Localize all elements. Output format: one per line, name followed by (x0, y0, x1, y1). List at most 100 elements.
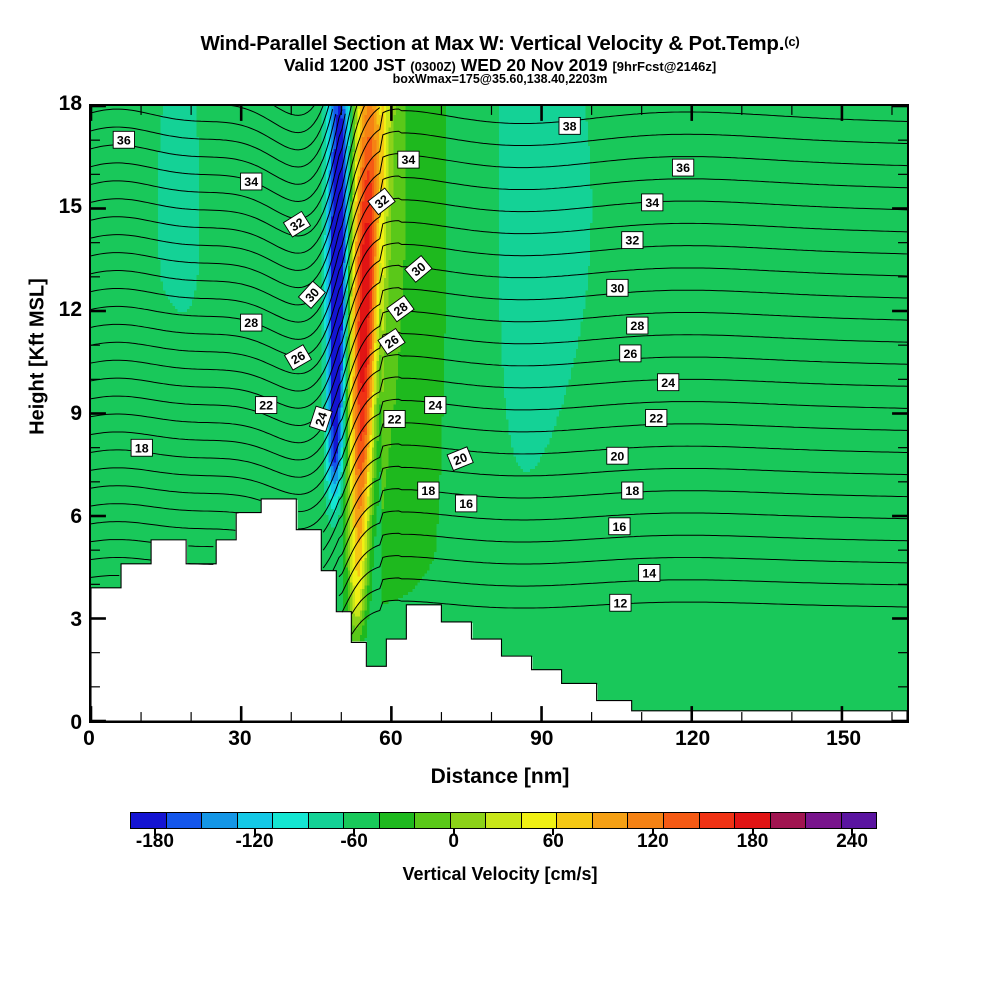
contour-label-text: 38 (563, 119, 577, 133)
colorbar-swatch (735, 813, 771, 828)
x-tick-label: 150 (826, 727, 862, 750)
contour-label: 32 (621, 231, 644, 250)
contour-label: 20 (446, 446, 474, 472)
colorbar-swatch (131, 813, 167, 828)
potential-temperature-contours (91, 106, 907, 635)
contour-label: 16 (455, 494, 478, 513)
colorbar-swatch (628, 813, 664, 828)
colorbar-title: Vertical Velocity [cm/s] (402, 864, 598, 884)
contour-label-layer: 36 34 32 30 28 26 22 24 18 34 32 30 28 26 24 22 20 18 16 38… (112, 116, 695, 612)
colorbar-swatch (202, 813, 238, 828)
contour-label: 18 (417, 481, 440, 500)
y-tick-label: 18 (58, 92, 82, 115)
contour-label: 24 (657, 373, 680, 392)
y-tick-label: 15 (58, 195, 82, 219)
contour-label-text: 36 (676, 161, 690, 175)
colorbar-swatch (379, 813, 416, 828)
x-axis-label: Distance [nm] (430, 765, 570, 788)
contour-label-text: 26 (382, 332, 401, 351)
contour-label-text: 20 (611, 449, 625, 463)
contour-label: 24 (308, 405, 333, 433)
contour-label-text: 24 (428, 399, 442, 413)
colorbar-swatch (592, 813, 629, 828)
copyright-mark: (c) (784, 34, 800, 49)
y-axis-ticks: 0 3 6 9 12 15 18 (30, 92, 82, 734)
contour-label: 24 (424, 396, 447, 414)
colorbar-swatch (237, 813, 274, 828)
colorbar-tick (153, 829, 156, 835)
colorbar-tick-label: 0 (448, 831, 459, 852)
contour-label-text: 22 (649, 412, 663, 426)
contour-label-text: 16 (612, 520, 626, 534)
contour-label-text: 24 (313, 410, 331, 428)
contour-label-text: 16 (459, 497, 473, 511)
contour-label: 14 (638, 564, 661, 582)
contour-label-text: 18 (625, 484, 639, 498)
y-tick-label: 0 (70, 711, 82, 734)
colorbar-tick-label: -60 (340, 831, 368, 852)
colorbar-swatch (486, 813, 522, 828)
contour-label: 22 (383, 410, 406, 428)
x-tick-label: 120 (675, 727, 711, 750)
contour-label: 34 (397, 150, 420, 169)
colorbar-swatch (450, 813, 487, 828)
y-axis-label: Height [Kft MSL] (26, 278, 49, 435)
contour-label: 22 (645, 409, 668, 427)
contour-label: 20 (606, 446, 629, 465)
axis-tick-marks (91, 106, 907, 721)
valid-date-text: WED 20 Nov 2019 (460, 54, 608, 75)
contour-label-text: 32 (288, 215, 307, 234)
colorbar-swatch (415, 813, 451, 828)
x-tick-label: 0 (83, 727, 95, 750)
colorbar-swatch (770, 813, 807, 828)
subtitle: Valid 1200 JST (0300Z) WED 20 Nov 2019 [… (0, 54, 1000, 75)
colorbar-tick-label: 180 (736, 831, 769, 852)
cross-section-plot: 36 34 32 30 28 26 22 24 18 34 32 30 28 26 24 22 20 18 16 38… (89, 104, 909, 723)
contour-label: 36 (672, 158, 695, 177)
contour-label: 38 (558, 116, 581, 135)
contour-label: 28 (240, 313, 263, 332)
contour-label-text: 12 (613, 596, 627, 610)
contour-label-text: 28 (630, 319, 644, 333)
contour-label: 26 (377, 327, 406, 356)
colorbar-swatch (344, 813, 380, 828)
colorbar-tick-label: -120 (235, 831, 274, 852)
colorbar-tick-label: 120 (637, 831, 669, 852)
x-tick-label: 30 (228, 727, 252, 750)
y-tick-label: 3 (70, 607, 82, 631)
vertical-velocity-fill (91, 106, 907, 713)
contour-label: 26 (619, 344, 642, 363)
contour-label-text: 18 (135, 441, 149, 455)
forecast-tag-text: [9hrFcst@2146z] (612, 58, 717, 74)
contour-label-text: 20 (451, 450, 469, 468)
contour-label-text: 34 (645, 196, 659, 210)
colorbar (130, 812, 877, 829)
x-tick-label: 90 (530, 727, 554, 750)
contour-label-text: 26 (623, 347, 637, 361)
cross-section-canvas: 36 34 32 30 28 26 22 24 18 34 32 30 28 26 24 22 20 18 16 38… (91, 106, 907, 721)
colorbar-tick-label: -180 (135, 831, 174, 852)
contour-label-text: 18 (421, 484, 435, 498)
colorbar-swatch (308, 813, 345, 828)
box-info-text: boxWmax=175@35.60,138.40,2203m (392, 71, 608, 86)
x-tick-label: 60 (379, 727, 403, 750)
contour-label: 22 (255, 396, 278, 414)
contour-label-text: 14 (642, 567, 656, 581)
contour-label: 34 (641, 193, 664, 212)
colorbar-swatch (806, 813, 842, 828)
contour-label-text: 30 (611, 281, 625, 295)
colorbar-tick (851, 829, 854, 835)
title-block: Wind-Parallel Section at Max W: Vertical… (0, 33, 1000, 85)
main-title-text: Wind-Parallel Section at Max W: Vertical… (200, 32, 785, 55)
contour-label: 36 (112, 130, 135, 149)
contour-label: 18 (621, 481, 644, 500)
colorbar-tick-label: 60 (542, 831, 564, 852)
contour-label: 30 (404, 255, 433, 283)
contour-label: 18 (130, 438, 153, 457)
x-axis-ticks: 0 30 60 90 120 150 (83, 727, 909, 761)
contour-label: 32 (367, 187, 396, 216)
contour-label-text: 22 (388, 413, 402, 427)
y-tick-label: 12 (58, 298, 82, 322)
contour-label-text: 22 (259, 399, 273, 413)
colorbar-swatch (521, 813, 558, 828)
